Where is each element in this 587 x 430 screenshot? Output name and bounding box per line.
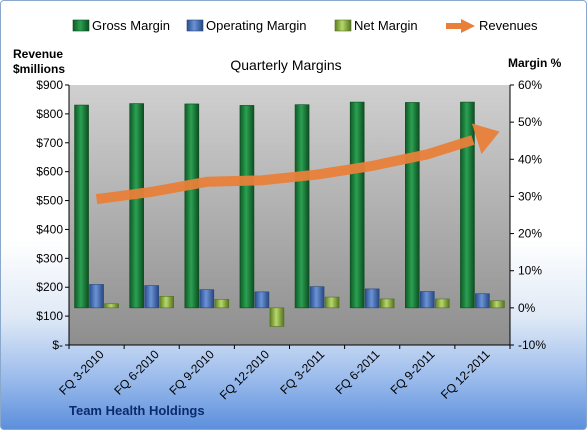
legend-label-revenues: Revenues (479, 18, 538, 33)
left-tick-label: $300 (36, 251, 63, 265)
x-tick-label: FQ 3-2011 (277, 347, 327, 397)
x-tick-label: FQ 9-2011 (388, 347, 438, 397)
gross-margin-bar (405, 102, 420, 309)
operating-margin-bar (144, 285, 159, 309)
x-tick-label: FQ 9-2010 (166, 347, 217, 398)
left-tick-label: $900 (36, 78, 63, 92)
revenue-arrowhead (471, 123, 500, 155)
operating-margin-bar (309, 286, 325, 309)
operating-margin-bar (364, 288, 380, 309)
net-margin-bar (104, 303, 119, 309)
left-tick-label: $700 (36, 136, 63, 150)
x-tick-label: FQ 12-2011 (438, 347, 493, 402)
net-margin-bar (490, 300, 505, 309)
left-tick-label: $500 (36, 194, 63, 208)
x-tick-label: FQ 3-2010 (56, 347, 107, 398)
left-tick-label: $600 (36, 165, 63, 179)
right-axis-title: Margin % (508, 56, 562, 70)
right-tick-label: 0% (518, 301, 536, 315)
left-axis-title-line2: $millions (13, 62, 65, 76)
left-axis-title-line1: Revenue (13, 47, 63, 61)
net-margin-bar (159, 296, 174, 309)
legend-swatch-net-margin (334, 19, 352, 32)
gross-margin-bar (129, 103, 144, 309)
gross-margin-bar (294, 104, 310, 309)
legend: Gross Margin Operating Margin Net Margin… (72, 18, 538, 33)
net-margin-bar (214, 299, 230, 309)
left-tick-label: $- (52, 338, 63, 352)
revenue-line-layer (95, 123, 500, 205)
legend-swatch-gross-margin (72, 19, 90, 32)
right-tick-label: 30% (518, 189, 542, 203)
net-margin-bar (379, 298, 395, 309)
gross-margin-bar (349, 101, 365, 309)
x-tick-label: FQ 6-2011 (332, 347, 382, 397)
gross-margin-bar (239, 105, 255, 309)
left-tick-label: $800 (36, 107, 63, 121)
revenue-line (95, 135, 475, 205)
operating-margin-bar (254, 291, 270, 309)
left-tick-label: $100 (36, 309, 63, 323)
company-footer: Team Health Holdings (69, 403, 205, 418)
x-tick-label: FQ 6-2010 (111, 347, 162, 398)
left-tick-label: $200 (36, 280, 63, 294)
legend-label-net-margin: Net Margin (354, 18, 418, 33)
left-tick-label: $400 (36, 222, 63, 236)
net-margin-bar (269, 307, 285, 327)
chart-title: Quarterly Margins (230, 57, 341, 73)
operating-margin-bar (199, 289, 215, 309)
legend-swatch-operating-margin (186, 19, 204, 32)
gross-margin-bar (460, 101, 475, 309)
operating-margin-bar (420, 291, 435, 309)
net-margin-bar (435, 298, 450, 309)
x-tick-label: FQ 12-2010 (217, 347, 272, 402)
right-tick-label: -10% (518, 338, 546, 352)
net-margin-bar (324, 296, 340, 309)
right-tick-label: 10% (518, 264, 542, 278)
legend-label-operating-margin: Operating Margin (206, 18, 306, 33)
right-tick-label: 50% (518, 115, 542, 129)
legend-label-gross-margin: Gross Margin (92, 18, 170, 33)
operating-margin-bar (89, 284, 104, 309)
right-tick-label: 40% (518, 152, 542, 166)
right-tick-label: 20% (518, 227, 542, 241)
right-tick-label: 60% (518, 78, 542, 92)
gross-margin-bar (184, 103, 200, 309)
gross-margin-bar (74, 104, 89, 309)
legend-swatch-revenues (446, 19, 475, 33)
operating-margin-bar (475, 293, 490, 309)
